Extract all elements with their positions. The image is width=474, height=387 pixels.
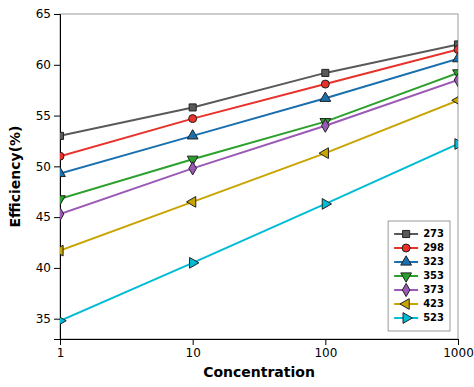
tick-mark [54, 319, 60, 320]
legend-item: 323 [394, 256, 444, 267]
tick-mark [54, 268, 60, 269]
point [322, 199, 331, 210]
tick-mark [54, 14, 60, 15]
tick-label: 100 [314, 346, 337, 360]
x-axis-title: Concentration [203, 364, 315, 380]
tick-mark [54, 166, 60, 167]
tick-label: 1000 [443, 346, 474, 360]
point [60, 132, 64, 139]
tick-mark [54, 116, 60, 117]
legend-label: 273 [423, 228, 444, 239]
legend-marker [400, 299, 409, 310]
series-line [60, 80, 458, 214]
point [454, 73, 458, 86]
tick-mark [54, 217, 60, 218]
legend-item: 423 [394, 298, 444, 309]
point [189, 104, 196, 111]
legend-marker [403, 230, 410, 237]
point [186, 197, 195, 208]
point [60, 152, 64, 160]
legend-label: 298 [423, 242, 444, 253]
series [60, 73, 458, 220]
point [452, 95, 458, 106]
point [455, 139, 458, 150]
tick-label: 55 [36, 109, 51, 123]
tick-label: 35 [36, 312, 51, 326]
tick-label: 10 [186, 346, 201, 360]
point [320, 92, 331, 101]
legend-label: 373 [423, 284, 444, 295]
legend-item: 523 [394, 312, 444, 323]
legend-label: 523 [423, 312, 444, 323]
legend-item: 373 [394, 283, 444, 296]
series-line [60, 59, 458, 174]
point [322, 69, 329, 76]
point [321, 80, 329, 88]
legend-box [388, 221, 450, 331]
point [189, 162, 197, 175]
series [60, 52, 458, 176]
legend-label: 323 [423, 256, 444, 267]
tick: 40 [36, 261, 60, 275]
point [454, 46, 458, 54]
point [60, 207, 64, 220]
plot: 1 10 100 1000 35 40 45 50 55 60 65 273 298 323 353 373 4… [36, 7, 474, 359]
chart: 1 10 100 1000 35 40 45 50 55 60 65 273 298 323 353 373 4… [0, 0, 474, 387]
point [60, 245, 63, 256]
tick-label: 65 [36, 7, 51, 21]
legend-label: 423 [423, 298, 444, 309]
point [453, 52, 458, 61]
series [60, 70, 458, 205]
legend-marker [402, 283, 410, 296]
tick: 45 [36, 210, 60, 224]
tick-mark [54, 65, 60, 66]
tick-mark [193, 339, 194, 345]
legend-marker [403, 313, 412, 324]
point [189, 115, 197, 123]
point [60, 196, 65, 205]
axis-line [54, 15, 61, 340]
legend-marker [401, 256, 412, 265]
tick: 50 [36, 160, 60, 174]
y-axis-title: Efficiency(%) [7, 126, 23, 228]
point [60, 167, 65, 176]
x-axis: 1 10 100 1000 [57, 339, 474, 360]
series [60, 46, 458, 161]
legend-item: 353 [394, 270, 444, 282]
tick: 55 [36, 109, 60, 123]
point [187, 130, 198, 139]
legend-marker [402, 244, 410, 252]
y-axis: 35 40 45 50 55 60 65 [36, 7, 61, 339]
tick: 100 [314, 339, 337, 360]
tick-label: 45 [36, 210, 51, 224]
axis-line [61, 340, 459, 346]
point [319, 148, 328, 159]
tick-label: 50 [36, 160, 51, 174]
tick: 65 [36, 7, 60, 21]
point [190, 257, 199, 268]
legend-label: 353 [423, 270, 444, 281]
tick: 10 [186, 339, 201, 360]
plot-frame [60, 14, 458, 339]
legend: 273 298 323 353 373 423 523 [388, 221, 450, 331]
legend-item: 273 [394, 228, 444, 239]
legend-item: 298 [394, 242, 444, 253]
tick-mark [458, 339, 459, 345]
series-line [60, 73, 458, 199]
tick-label: 60 [36, 58, 51, 72]
legend-marker [401, 273, 412, 282]
tick-mark [325, 339, 326, 345]
tick: 1 [57, 339, 65, 360]
tick: 60 [36, 58, 60, 72]
tick: 1000 [443, 339, 474, 360]
point [322, 119, 330, 132]
tick-label: 40 [36, 261, 51, 275]
point [60, 315, 66, 326]
tick: 35 [36, 312, 60, 326]
series-line [60, 44, 458, 135]
tick-label: 1 [57, 346, 65, 360]
